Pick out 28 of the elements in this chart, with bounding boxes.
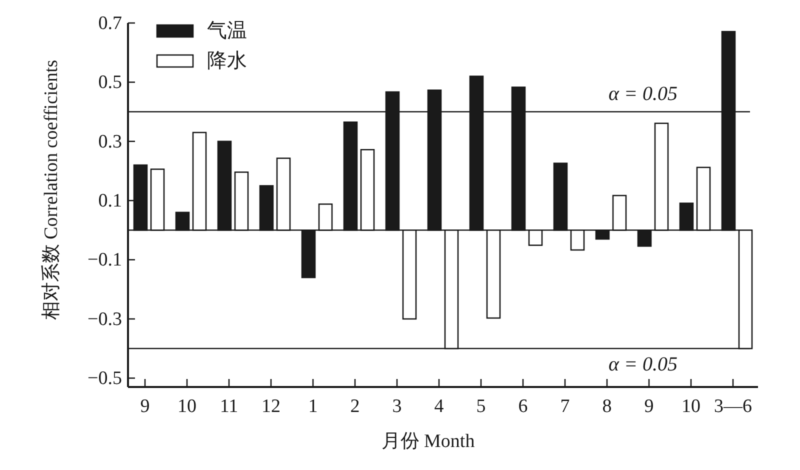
x-tick-label: 10 [682,396,700,417]
x-tick-label: 9 [644,396,654,417]
x-tick-label: 9 [140,396,150,417]
legend-label: 降水 [207,50,247,72]
x-tick-label: 8 [602,396,612,417]
x-tick-label: 3—6 [714,396,752,417]
x-tick-label: 12 [262,396,280,417]
y-tick-label: −0.5 [88,368,122,390]
x-tick-label: 11 [220,396,238,417]
y-tick-label: 0.5 [98,72,122,94]
y-tick-label: 0.1 [98,190,122,212]
x-tick-label: 5 [476,396,486,417]
x-tick-label: 4 [434,396,444,417]
x-tick-label: 6 [518,396,528,417]
x-tick-label: 10 [178,396,196,417]
legend-label: 气温 [207,20,247,42]
y-tick-label: −0.3 [88,308,122,330]
annotation: α = 0.05 [608,82,678,105]
x-tick-label: 1 [308,396,318,417]
annotation: α = 0.05 [608,354,678,376]
y-tick-label: −0.1 [88,250,122,271]
x-tick-label: 3 [392,396,402,417]
y-axis-title: 相对系数 Correlation coefficients [41,60,62,320]
y-tick-label: 0.3 [98,131,122,152]
x-tick-label: 7 [560,396,570,417]
y-tick-label: 0.7 [98,13,122,34]
x-axis-title: 月份 Month [381,431,476,452]
x-tick-label: 2 [350,396,360,417]
